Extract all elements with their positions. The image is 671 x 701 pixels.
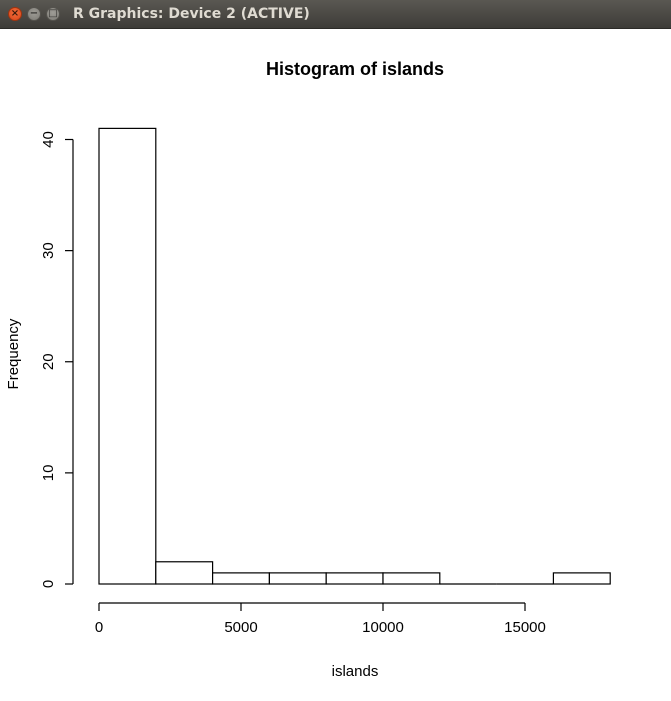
x-tick-label: 10000 xyxy=(362,619,404,636)
x-tick-label: 0 xyxy=(95,619,103,636)
histogram-bar xyxy=(268,572,327,585)
x-tick-label: 15000 xyxy=(504,619,546,636)
window-titlebar[interactable]: × − □ R Graphics: Device 2 (ACTIVE) xyxy=(0,0,671,29)
y-axis: 0 10 20 30 40 xyxy=(40,131,74,588)
histogram-bar xyxy=(325,572,384,585)
histogram-plot: Histogram of islands islands Frequency 0… xyxy=(5,59,611,680)
x-axis: 0 5000 10000 15000 xyxy=(95,602,546,636)
histogram-bar xyxy=(382,572,441,585)
minimize-icon[interactable]: − xyxy=(27,7,41,21)
histogram-bar xyxy=(212,572,271,585)
maximize-icon[interactable]: □ xyxy=(46,7,60,21)
y-axis-label: Frequency xyxy=(5,318,22,389)
close-icon[interactable]: × xyxy=(8,7,22,21)
y-tick-label: 30 xyxy=(40,242,57,259)
y-tick-label: 0 xyxy=(40,580,57,588)
x-axis-label: islands xyxy=(332,663,379,680)
chart-title: Histogram of islands xyxy=(266,59,444,79)
histogram-bar xyxy=(155,561,214,585)
histogram-bar xyxy=(552,572,611,585)
y-tick-label: 10 xyxy=(40,465,57,482)
x-tick-label: 5000 xyxy=(224,619,257,636)
histogram-bars xyxy=(98,127,611,585)
y-tick-label: 40 xyxy=(40,131,57,148)
window-title: R Graphics: Device 2 (ACTIVE) xyxy=(73,6,310,22)
histogram-bar xyxy=(98,127,157,585)
y-tick-label: 20 xyxy=(40,353,57,370)
